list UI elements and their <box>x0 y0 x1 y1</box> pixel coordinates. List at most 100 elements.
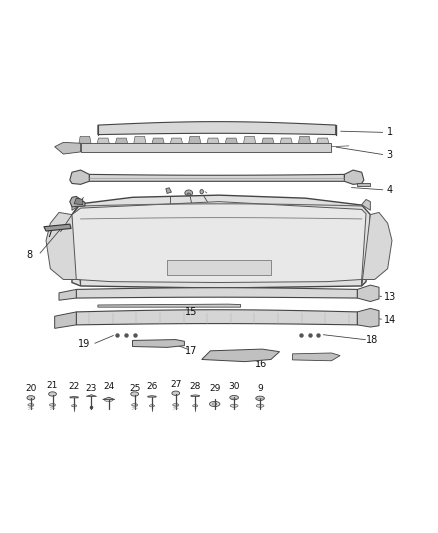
Ellipse shape <box>161 293 165 295</box>
Ellipse shape <box>109 317 113 320</box>
Ellipse shape <box>200 190 203 194</box>
Ellipse shape <box>49 392 57 396</box>
Polygon shape <box>97 138 110 143</box>
Text: 28: 28 <box>190 383 201 391</box>
Text: 25: 25 <box>129 384 140 393</box>
Ellipse shape <box>187 277 200 282</box>
Polygon shape <box>317 138 329 143</box>
Ellipse shape <box>310 355 318 359</box>
Polygon shape <box>166 188 171 193</box>
Polygon shape <box>98 304 240 307</box>
Ellipse shape <box>132 403 138 406</box>
Polygon shape <box>55 312 76 328</box>
Polygon shape <box>189 136 201 143</box>
Ellipse shape <box>230 404 238 407</box>
Polygon shape <box>86 395 97 397</box>
Ellipse shape <box>251 317 256 320</box>
Ellipse shape <box>334 293 338 295</box>
Ellipse shape <box>261 130 263 131</box>
Text: 29: 29 <box>209 384 220 393</box>
Polygon shape <box>55 142 81 154</box>
Polygon shape <box>70 397 78 398</box>
Polygon shape <box>357 183 371 186</box>
Text: 11: 11 <box>160 240 173 250</box>
Polygon shape <box>74 198 83 205</box>
Text: 14: 14 <box>384 314 396 325</box>
Ellipse shape <box>71 405 77 407</box>
Polygon shape <box>344 170 364 184</box>
Ellipse shape <box>49 403 56 406</box>
Polygon shape <box>76 288 357 298</box>
Polygon shape <box>102 397 115 400</box>
Text: 21: 21 <box>47 381 58 390</box>
Ellipse shape <box>193 405 198 407</box>
Ellipse shape <box>28 403 34 406</box>
Polygon shape <box>202 349 279 361</box>
Polygon shape <box>72 195 371 288</box>
Ellipse shape <box>217 293 221 295</box>
Polygon shape <box>170 138 183 143</box>
Ellipse shape <box>287 130 289 131</box>
Ellipse shape <box>299 277 312 282</box>
Polygon shape <box>357 285 379 302</box>
Ellipse shape <box>230 395 238 400</box>
Polygon shape <box>44 224 71 231</box>
Polygon shape <box>46 213 81 286</box>
Polygon shape <box>280 138 292 143</box>
Text: 24: 24 <box>103 383 114 391</box>
Ellipse shape <box>172 391 180 395</box>
Polygon shape <box>79 136 91 143</box>
Text: 3: 3 <box>387 150 393 160</box>
Ellipse shape <box>273 293 277 295</box>
Ellipse shape <box>149 405 155 407</box>
Polygon shape <box>70 170 89 184</box>
Ellipse shape <box>286 129 290 131</box>
Text: 6: 6 <box>237 240 243 250</box>
Polygon shape <box>298 136 311 143</box>
Ellipse shape <box>126 277 139 282</box>
Text: 9: 9 <box>257 384 263 393</box>
Text: 7: 7 <box>46 229 53 239</box>
Ellipse shape <box>325 317 329 320</box>
Text: 8: 8 <box>27 251 33 260</box>
Polygon shape <box>191 395 200 397</box>
Polygon shape <box>148 395 156 397</box>
Polygon shape <box>72 201 366 282</box>
Polygon shape <box>362 199 371 211</box>
Ellipse shape <box>104 398 113 401</box>
Ellipse shape <box>309 130 311 131</box>
Text: 26: 26 <box>146 383 158 391</box>
Ellipse shape <box>209 401 220 407</box>
Polygon shape <box>70 197 85 207</box>
Polygon shape <box>72 199 81 211</box>
Ellipse shape <box>261 129 264 131</box>
Ellipse shape <box>258 352 267 357</box>
Ellipse shape <box>146 342 154 346</box>
Text: 20: 20 <box>25 384 37 393</box>
Polygon shape <box>244 136 256 143</box>
Polygon shape <box>59 289 76 300</box>
Ellipse shape <box>256 396 265 400</box>
Polygon shape <box>293 353 340 361</box>
Polygon shape <box>116 138 127 143</box>
Text: 17: 17 <box>185 346 197 356</box>
Ellipse shape <box>243 277 256 282</box>
Polygon shape <box>225 138 237 143</box>
Text: 27: 27 <box>170 380 181 389</box>
Text: 10: 10 <box>197 246 209 256</box>
Text: 15: 15 <box>185 308 197 317</box>
Text: 1: 1 <box>387 127 393 138</box>
Polygon shape <box>262 138 274 143</box>
Ellipse shape <box>226 352 247 359</box>
Text: 5: 5 <box>196 240 203 250</box>
Text: 23: 23 <box>86 384 97 393</box>
Polygon shape <box>98 122 336 135</box>
Ellipse shape <box>131 392 138 396</box>
Polygon shape <box>133 340 184 348</box>
Text: 13: 13 <box>384 292 396 302</box>
Text: 30: 30 <box>228 383 240 391</box>
Polygon shape <box>89 174 344 181</box>
Polygon shape <box>152 138 164 143</box>
Ellipse shape <box>187 193 191 196</box>
Ellipse shape <box>182 317 187 320</box>
